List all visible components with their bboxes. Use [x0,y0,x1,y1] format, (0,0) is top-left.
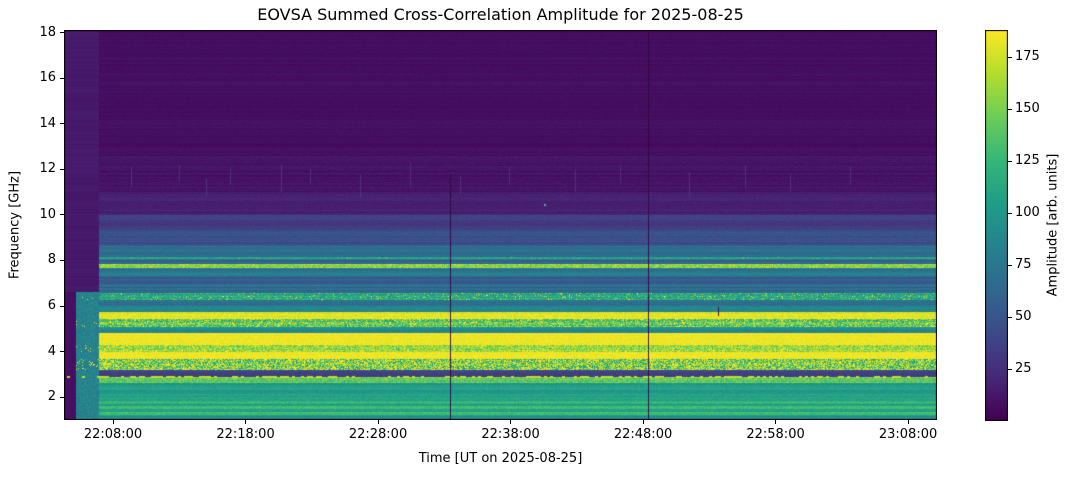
x-axis-label: Time [UT on 2025-08-25] [418,451,583,466]
x-tick-mark [775,420,777,424]
y-tick-label: 18 [39,24,56,40]
y-tick-mark [60,305,64,307]
colorbar-tick-label: 50 [1015,309,1032,324]
colorbar-tick-mark [1008,368,1012,370]
chart-title: EOVSA Summed Cross-Correlation Amplitude… [257,5,744,24]
y-tick-label: 4 [47,343,56,359]
y-tick-mark [60,396,64,398]
x-tick-mark [245,420,247,424]
y-tick-mark [60,123,64,125]
y-tick-label: 14 [39,115,56,131]
x-tick-mark [377,420,379,424]
colorbar-label: Amplitude [arb. units] [1045,153,1061,297]
y-tick-mark [60,259,64,261]
y-tick-label: 2 [47,389,56,405]
y-tick-label: 12 [39,161,56,177]
colorbar-tick-mark [1008,108,1012,110]
x-tick-mark [642,420,644,424]
x-tick-label: 22:28:00 [348,427,408,442]
x-tick-label: 22:58:00 [746,427,805,442]
x-tick-label: 22:08:00 [83,427,143,442]
x-tick-mark [510,420,512,424]
colorbar-tick-mark [1008,264,1012,266]
y-tick-label: 10 [39,206,56,222]
x-tick-mark [112,420,114,424]
x-tick-label: 22:18:00 [216,427,275,442]
y-tick-mark [60,32,64,34]
y-tick-mark [60,351,64,352]
colorbar-tick-mark [1008,212,1012,214]
colorbar-tick-mark [1008,56,1012,58]
colorbar [985,30,1008,421]
y-tick-label: 6 [47,298,56,313]
y-tick-mark [60,214,64,216]
y-tick-mark [60,77,64,79]
spectrogram-heatmap [64,30,937,420]
x-tick-label: 22:38:00 [481,427,540,442]
x-tick-label: 22:48:00 [613,427,673,442]
y-tick-label: 8 [47,252,56,268]
y-axis-label: Frequency [GHz] [7,170,23,280]
x-tick-mark [907,420,909,424]
colorbar-tick-label: 125 [1015,153,1040,169]
colorbar-tick-label: 75 [1015,257,1032,273]
x-tick-label: 23:08:00 [878,427,938,442]
y-tick-mark [60,168,64,170]
colorbar-tick-mark [1008,316,1012,318]
colorbar-tick-label: 175 [1015,49,1040,65]
colorbar-tick-label: 25 [1015,361,1032,376]
colorbar-tick-label: 150 [1015,101,1040,117]
y-tick-label: 16 [39,70,56,86]
colorbar-tick-label: 100 [1015,205,1040,221]
colorbar-tick-mark [1008,160,1012,162]
